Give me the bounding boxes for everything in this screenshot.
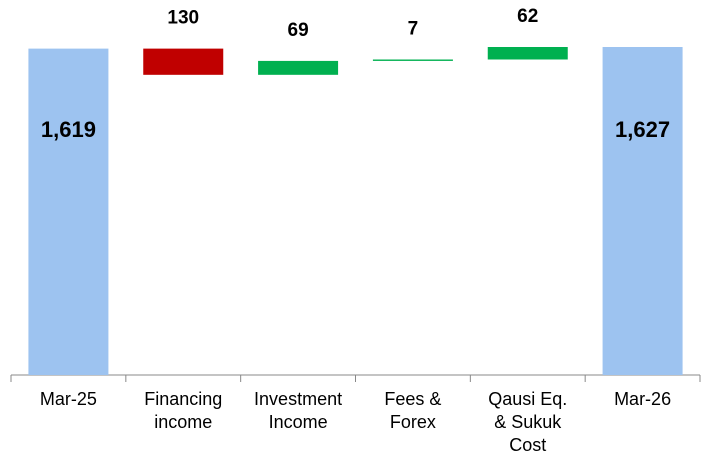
value-label: 1,619: [41, 117, 96, 142]
bar: [372, 59, 453, 61]
x-tick-label: Fees & Forex: [384, 389, 442, 432]
value-label: 69: [288, 20, 309, 41]
x-tick-label: Mar-26: [614, 389, 672, 409]
x-tick-label: Financing income: [144, 389, 223, 432]
value-label: 130: [167, 8, 199, 29]
bar: [28, 48, 109, 375]
x-tick-label: Investment Income: [254, 389, 343, 432]
bar: [487, 47, 568, 60]
x-tick-label: Mar-25: [39, 389, 97, 409]
bar: [258, 60, 339, 75]
bar: [602, 47, 683, 375]
x-tick-label: Qausi Eq. & Sukuk Cost: [488, 389, 568, 455]
value-label: 62: [517, 6, 538, 27]
value-label: 1,627: [615, 117, 670, 142]
value-label: 7: [408, 19, 419, 40]
bar: [143, 48, 224, 75]
